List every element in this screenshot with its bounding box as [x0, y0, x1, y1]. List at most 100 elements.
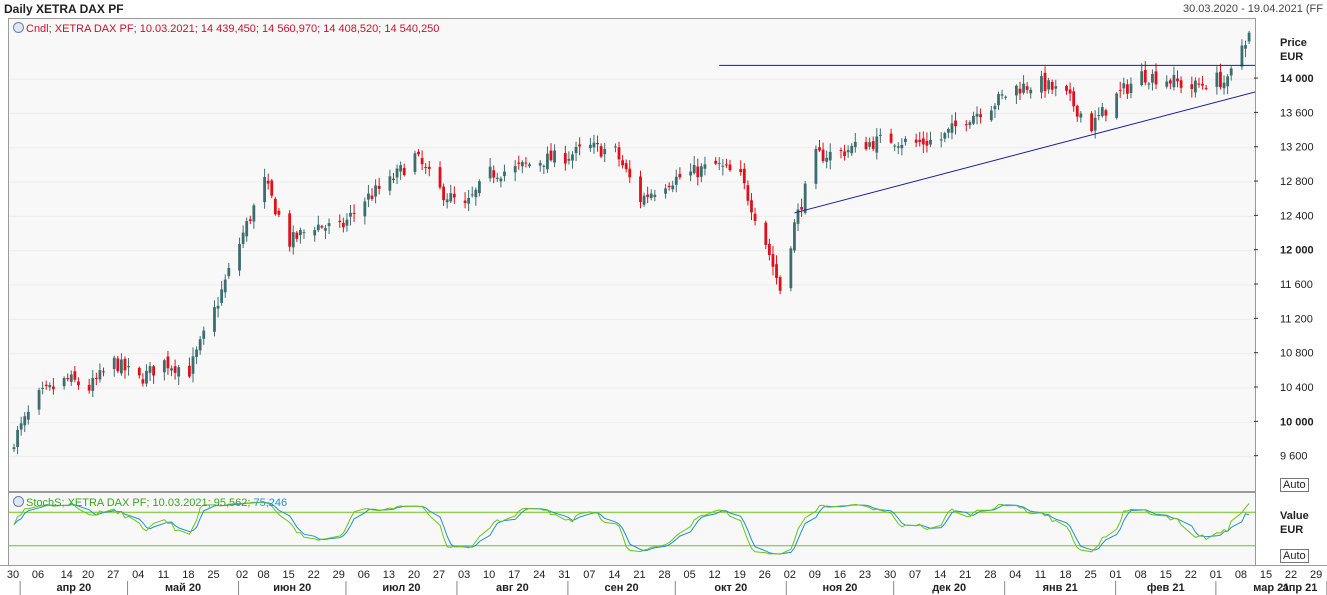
time-tick-label: 08 — [1135, 569, 1147, 581]
candle-body — [639, 176, 642, 203]
candle-body — [123, 358, 127, 371]
candle-body — [1240, 45, 1244, 67]
candle-body — [1000, 94, 1004, 96]
time-tick-label: 11 — [158, 569, 169, 581]
candle-body — [553, 150, 556, 163]
time-tick-label: 23 — [859, 569, 871, 581]
candle-body — [699, 166, 703, 177]
candle-body — [1097, 115, 1101, 117]
time-tick-label: 13 — [383, 569, 395, 581]
candle-body — [1229, 68, 1233, 76]
candle-body — [377, 185, 381, 189]
time-tick-label: 14 — [608, 569, 620, 581]
candle-body — [825, 157, 829, 162]
candle-body — [449, 193, 453, 202]
price-axis-unit: EUR — [1280, 51, 1304, 63]
candle-body — [23, 416, 27, 426]
candle-body — [925, 140, 929, 146]
candle-body — [513, 166, 517, 173]
candle-body — [266, 180, 270, 184]
candle-body — [313, 230, 317, 236]
stochastic-legend-text: StochS; XETRA DAX PF; 10.03.2021; 95,562… — [26, 497, 251, 509]
candle-body — [739, 169, 743, 173]
candle-body — [728, 164, 732, 171]
candle-body — [853, 141, 857, 148]
time-tick-label: 30 — [884, 569, 896, 581]
time-tick-label: 31 — [558, 569, 570, 581]
price-plot[interactable] — [9, 19, 1255, 491]
candle-body — [16, 429, 19, 447]
candle-body — [796, 209, 800, 224]
time-tick-label: 05 — [683, 569, 695, 581]
candle-body — [588, 144, 592, 149]
candle-body — [721, 165, 725, 167]
candle-body — [1065, 85, 1068, 91]
candle-body — [188, 365, 191, 377]
candle-body — [1022, 83, 1025, 93]
candle-body — [341, 222, 345, 228]
price-panel[interactable]: Cndl; XETRA DAX PF; 10.03.2021; 14 439,4… — [8, 18, 1256, 492]
candle-body — [753, 213, 757, 221]
month-label: авг 20 — [496, 582, 529, 594]
stochastic-panel[interactable]: StochS; XETRA DAX PF; 10.03.2021; 95,562… — [8, 492, 1256, 566]
candle-body — [73, 371, 77, 380]
candle-body — [245, 221, 249, 237]
time-tick-label: 29 — [1310, 569, 1322, 581]
candle-body — [904, 138, 907, 143]
time-axis[interactable]: 30 06 14 20 27 04 11 18 25 02 08 15 22 29 06 13 20 27 03 10… — [0, 565, 1327, 595]
candle-body — [198, 339, 202, 351]
candle-body — [252, 205, 256, 222]
candle-body — [316, 224, 320, 231]
month-label: фев 21 — [1147, 582, 1185, 594]
price-tick-label: 11 200 — [1280, 313, 1313, 325]
candle-body — [492, 170, 496, 178]
indicator-settings-icon[interactable] — [13, 496, 24, 507]
price-tick-label: 12 400 — [1280, 210, 1314, 222]
candle-body — [968, 122, 972, 126]
price-axis[interactable]: 9 600 10 000 10 400 10 800 11 200 11 600 12 00… — [1254, 18, 1327, 490]
candle-body — [1219, 71, 1222, 88]
candle-body — [438, 167, 442, 188]
candle-body — [821, 149, 825, 162]
candle-body — [653, 194, 657, 198]
candle-body — [51, 386, 55, 390]
candle-body — [696, 166, 700, 178]
candle-body — [599, 146, 603, 157]
time-tick-label: 06 — [358, 569, 370, 581]
month-label: июл 20 — [382, 582, 420, 594]
candle-body — [324, 228, 327, 231]
candle-body — [1025, 86, 1029, 90]
price-tick-label: 11 600 — [1280, 279, 1313, 291]
candle-body — [1093, 117, 1097, 131]
stochastic-plot[interactable] — [9, 493, 1255, 565]
price-legend: Cndl; XETRA DAX PF; 10.03.2021; 14 439,4… — [13, 22, 439, 35]
time-tick-label: 20 — [408, 569, 420, 581]
price-tick-label: 12 000 — [1280, 245, 1314, 257]
stochastic-axis-unit: EUR — [1280, 524, 1304, 536]
candle-body — [94, 377, 98, 379]
candle-body — [878, 134, 882, 136]
candle-body — [395, 168, 399, 178]
time-tick-label: 22 — [308, 569, 320, 581]
candle-body — [1104, 110, 1108, 116]
price-axis-title-line1: Price — [1280, 37, 1307, 49]
candle-body — [964, 124, 968, 126]
candle-body — [270, 180, 274, 196]
candle-body — [814, 148, 818, 184]
candle-body — [417, 151, 420, 155]
time-tick-label: 14 — [934, 569, 946, 581]
stochastic-auto-scale-button[interactable]: Auto — [1280, 549, 1309, 563]
candle-body — [946, 129, 950, 133]
time-tick-label: 06 — [32, 569, 44, 581]
candle-body — [1147, 83, 1151, 85]
candle-body — [463, 200, 467, 204]
candle-body — [617, 147, 621, 160]
candle-body — [349, 212, 352, 217]
series-settings-icon[interactable] — [13, 22, 24, 33]
candle-body — [939, 139, 943, 141]
candle-body — [1100, 107, 1104, 117]
time-tick-label: 28 — [658, 569, 670, 581]
candle-body — [413, 153, 417, 172]
price-auto-scale-button[interactable]: Auto — [1280, 478, 1309, 492]
candle-body — [1179, 80, 1183, 88]
